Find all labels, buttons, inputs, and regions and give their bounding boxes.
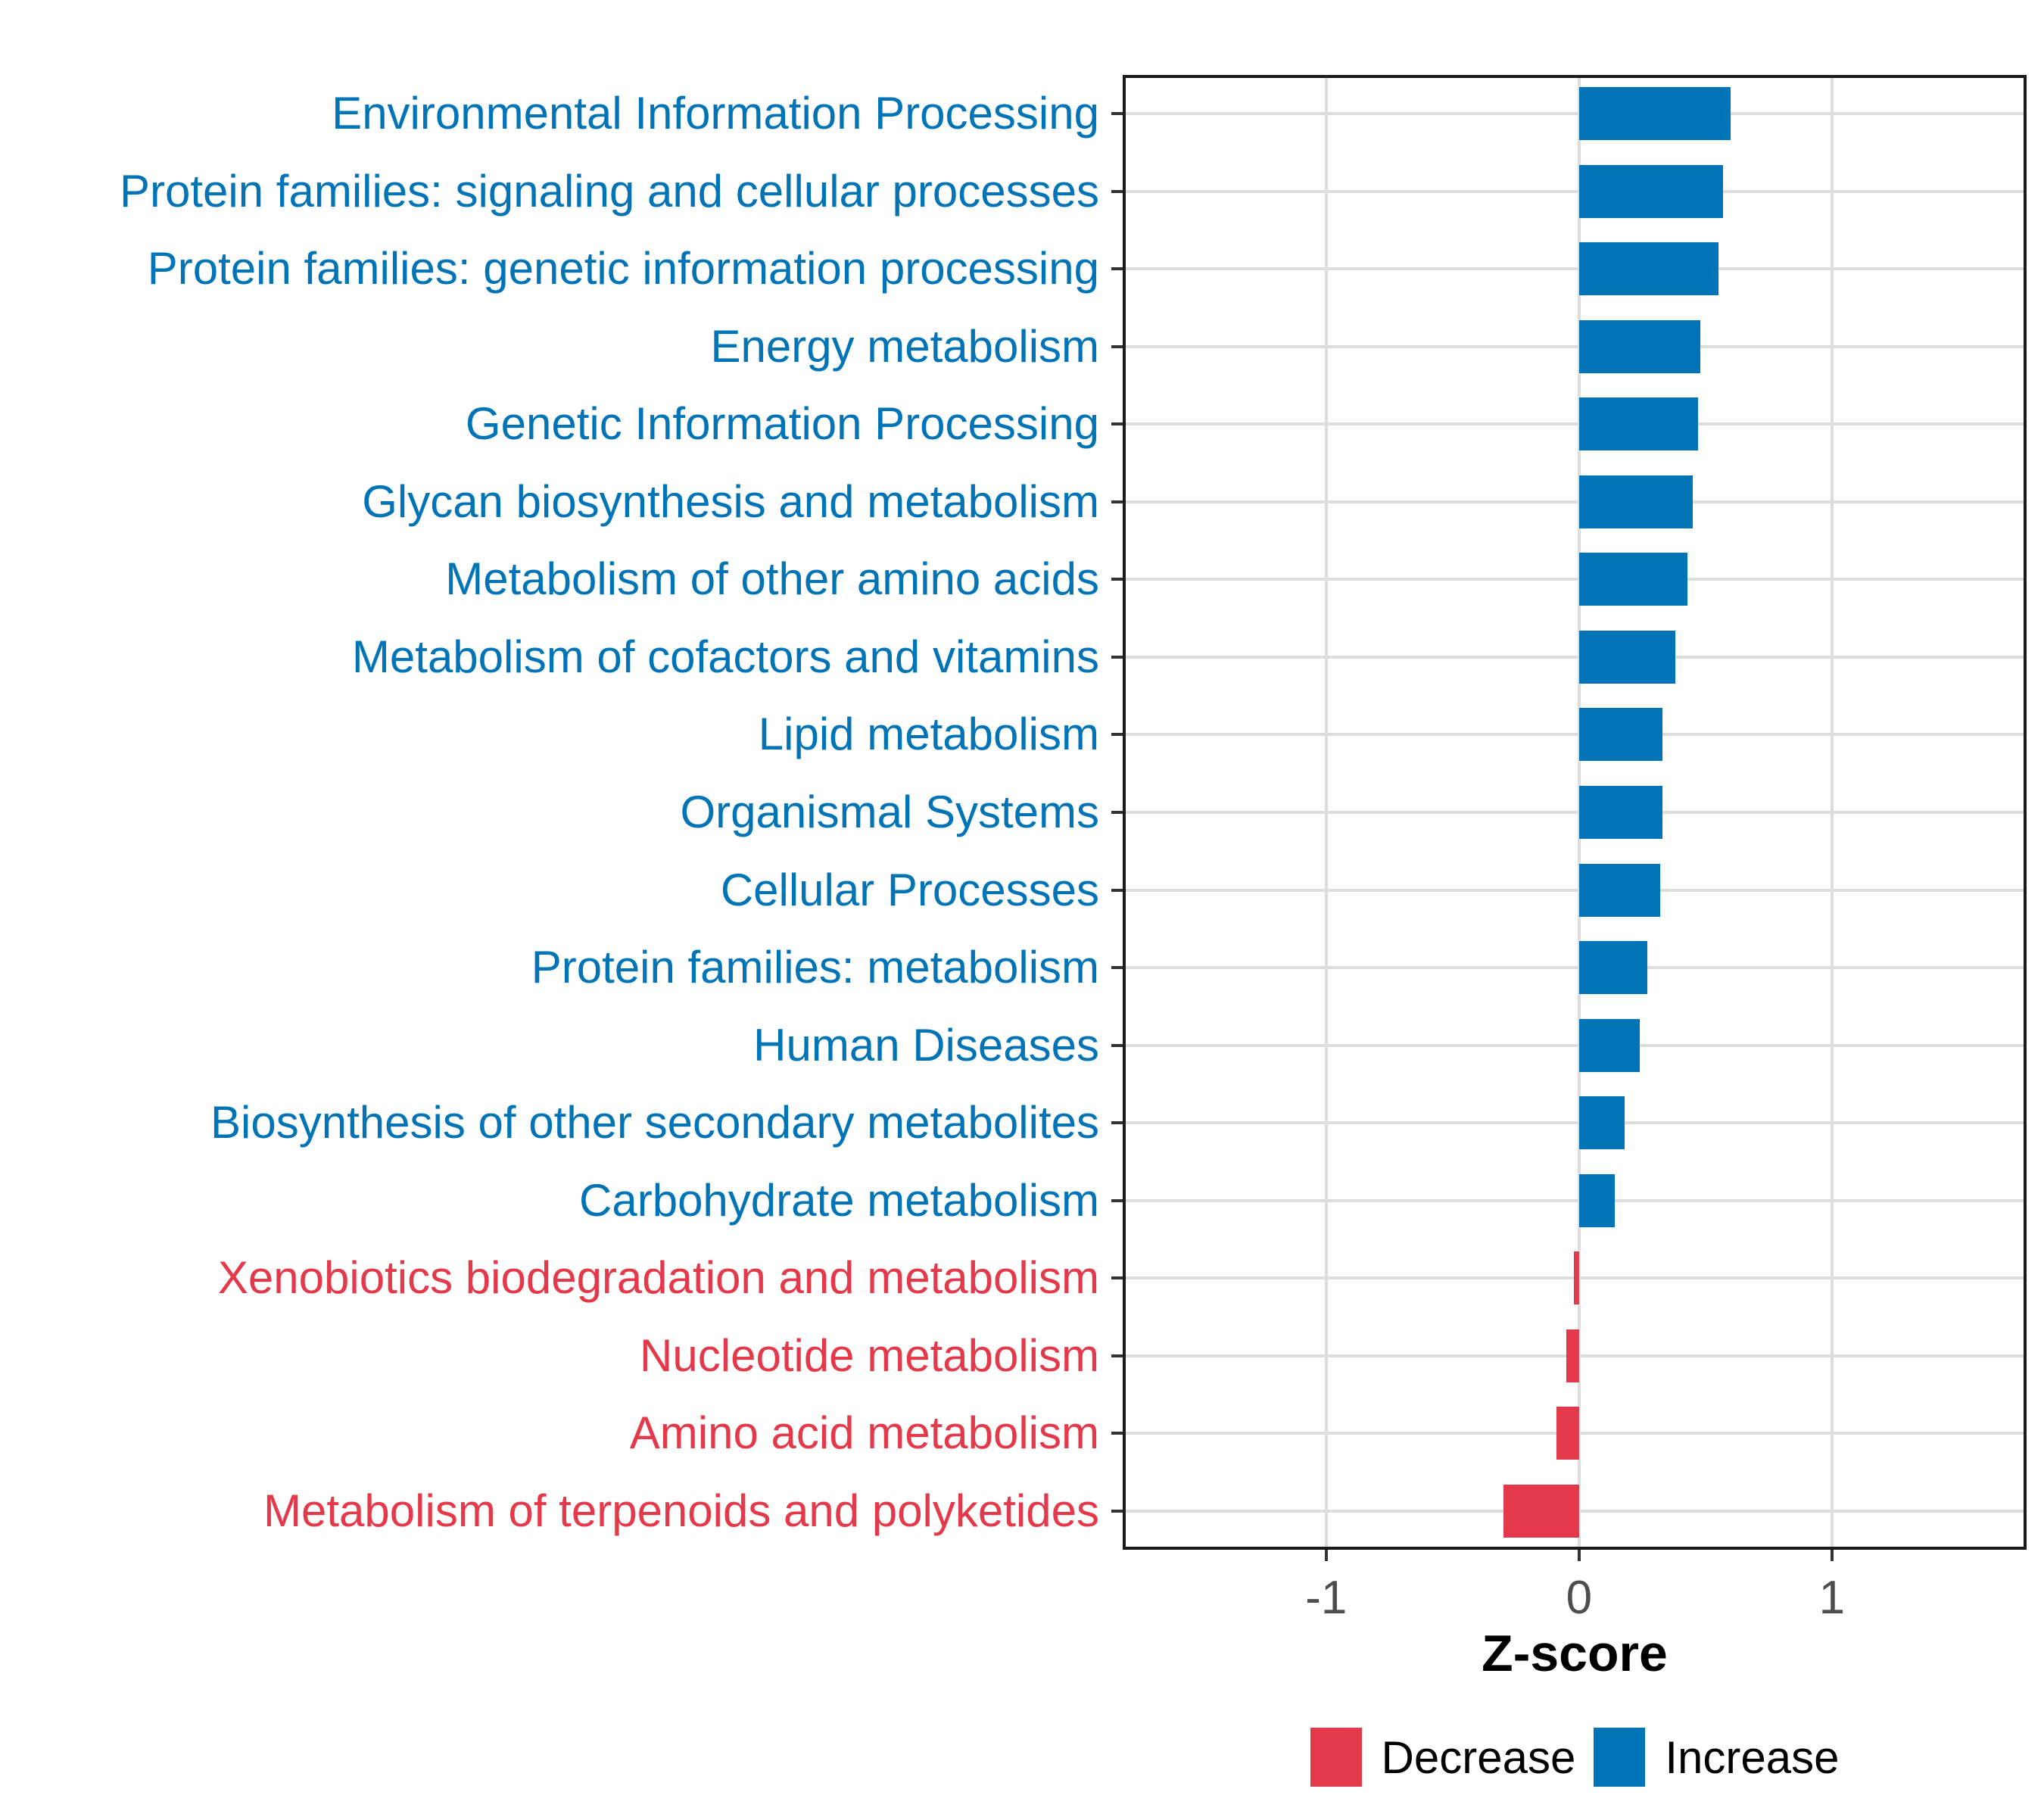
row-gridline bbox=[1126, 1121, 2024, 1125]
category-label: Protein families: signaling and cellular… bbox=[120, 165, 1099, 217]
x-tick-mark bbox=[1324, 1550, 1328, 1561]
bar bbox=[1578, 941, 1648, 995]
y-tick-mark bbox=[1111, 189, 1123, 193]
legend-label-increase: Increase bbox=[1665, 1731, 1840, 1783]
category-label: Biosynthesis of other secondary metaboli… bbox=[210, 1097, 1099, 1148]
bar bbox=[1566, 1329, 1579, 1382]
row-gridline bbox=[1126, 811, 2024, 814]
x-axis-title: Z-score bbox=[1482, 1625, 1668, 1682]
y-tick-mark bbox=[1111, 422, 1123, 426]
y-tick-mark bbox=[1111, 1432, 1123, 1435]
category-label: Environmental Information Processing bbox=[332, 88, 1099, 139]
x-tick-label: 0 bbox=[1566, 1572, 1593, 1624]
row-gridline bbox=[1126, 267, 2024, 271]
x-tick-label: -1 bbox=[1305, 1572, 1348, 1624]
y-tick-mark bbox=[1111, 1121, 1123, 1125]
plot-panel bbox=[1123, 75, 2027, 1550]
bar bbox=[1556, 1407, 1579, 1460]
bar bbox=[1578, 786, 1663, 839]
bar bbox=[1578, 242, 1718, 296]
category-label: Energy metabolism bbox=[710, 320, 1099, 372]
legend: Decrease Increase bbox=[1123, 1728, 2027, 1787]
y-tick-mark bbox=[1111, 888, 1123, 892]
category-label: Metabolism of terpenoids and polyketides bbox=[263, 1485, 1099, 1536]
category-label: Metabolism of cofactors and vitamins bbox=[351, 631, 1099, 682]
category-label: Metabolism of other amino acids bbox=[445, 553, 1099, 605]
y-tick-mark bbox=[1111, 500, 1123, 503]
y-tick-mark bbox=[1111, 1276, 1123, 1280]
bar bbox=[1578, 863, 1660, 917]
legend-item-decrease: Decrease bbox=[1310, 1728, 1576, 1787]
category-label: Glycan biosynthesis and metabolism bbox=[362, 475, 1099, 527]
y-tick-mark bbox=[1111, 811, 1123, 814]
category-label: Nucleotide metabolism bbox=[640, 1329, 1099, 1381]
bar bbox=[1578, 164, 1724, 218]
category-label: Lipid metabolism bbox=[758, 709, 1099, 760]
row-gridline bbox=[1126, 344, 2024, 348]
y-tick-mark bbox=[1111, 733, 1123, 737]
category-label: Organismal Systems bbox=[680, 787, 1099, 837]
y-tick-mark bbox=[1111, 112, 1123, 116]
category-label: Protein families: genetic information pr… bbox=[147, 243, 1099, 295]
bar bbox=[1578, 475, 1693, 528]
row-gridline bbox=[1126, 422, 2024, 426]
bar bbox=[1578, 397, 1698, 451]
y-tick-mark bbox=[1111, 1509, 1123, 1513]
category-label: Human Diseases bbox=[753, 1019, 1099, 1071]
row-gridline bbox=[1126, 1198, 2024, 1202]
row-gridline bbox=[1126, 888, 2024, 892]
y-tick-mark bbox=[1111, 655, 1123, 659]
category-label: Genetic Information Processing bbox=[465, 398, 1099, 450]
x-tick-mark bbox=[1577, 1550, 1581, 1561]
y-tick-mark bbox=[1111, 1354, 1123, 1357]
row-gridline bbox=[1126, 655, 2024, 659]
x-tick-label: 1 bbox=[1818, 1572, 1846, 1624]
legend-key-decrease-swatch bbox=[1310, 1728, 1362, 1787]
bar bbox=[1578, 1018, 1640, 1072]
legend-item-increase: Increase bbox=[1594, 1728, 1839, 1787]
row-gridline bbox=[1126, 966, 2024, 970]
row-gridline bbox=[1126, 733, 2024, 737]
row-gridline bbox=[1126, 500, 2024, 503]
y-tick-mark bbox=[1111, 267, 1123, 271]
bar bbox=[1578, 319, 1701, 373]
bar bbox=[1578, 708, 1663, 762]
bar bbox=[1503, 1484, 1579, 1538]
bar bbox=[1578, 630, 1675, 684]
row-gridline bbox=[1126, 189, 2024, 193]
category-label: Protein families: metabolism bbox=[531, 942, 1099, 993]
bar bbox=[1578, 1173, 1615, 1227]
y-tick-mark bbox=[1111, 344, 1123, 348]
row-gridline bbox=[1126, 112, 2024, 116]
legend-key-increase-swatch bbox=[1594, 1728, 1646, 1787]
bar bbox=[1578, 87, 1731, 141]
category-label: Xenobiotics biodegradation and metabolis… bbox=[217, 1252, 1099, 1304]
y-tick-mark bbox=[1111, 578, 1123, 581]
bar bbox=[1574, 1251, 1579, 1305]
row-gridline bbox=[1126, 578, 2024, 581]
row-gridline bbox=[1126, 1043, 2024, 1047]
bar bbox=[1578, 1096, 1625, 1150]
y-tick-mark bbox=[1111, 966, 1123, 970]
y-tick-mark bbox=[1111, 1198, 1123, 1202]
category-label: Carbohydrate metabolism bbox=[579, 1174, 1099, 1226]
x-tick-mark bbox=[1830, 1550, 1834, 1561]
legend-label-decrease: Decrease bbox=[1381, 1731, 1576, 1783]
y-tick-mark bbox=[1111, 1043, 1123, 1047]
category-label: Cellular Processes bbox=[720, 864, 1099, 915]
category-label: Amino acid metabolism bbox=[629, 1407, 1099, 1459]
bar bbox=[1578, 553, 1688, 606]
